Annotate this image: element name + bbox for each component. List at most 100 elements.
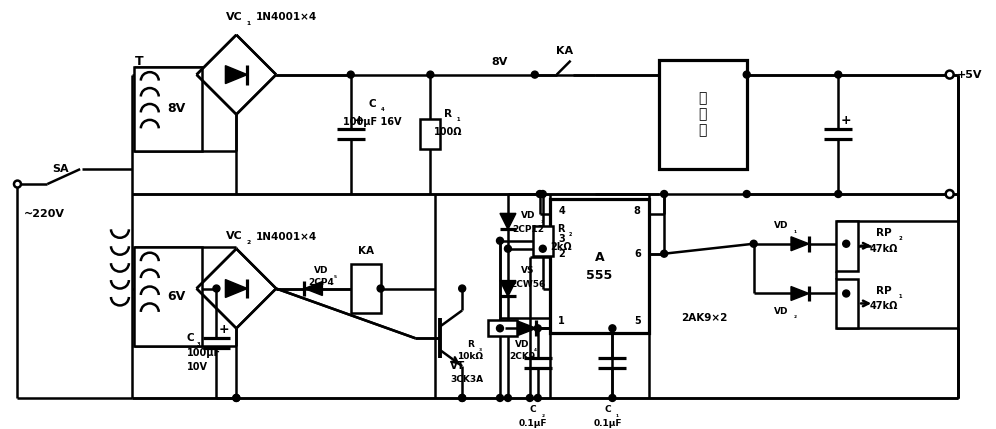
Polygon shape: [225, 66, 247, 84]
Text: SA: SA: [52, 164, 69, 174]
Text: 5: 5: [633, 316, 640, 326]
Bar: [837, 278, 859, 328]
Circle shape: [536, 190, 543, 197]
Text: VT: VT: [450, 361, 465, 371]
Text: VD: VD: [515, 340, 529, 349]
Text: 3CK3A: 3CK3A: [450, 375, 483, 384]
Bar: [837, 221, 859, 271]
Text: ₁: ₁: [616, 412, 619, 418]
Circle shape: [459, 285, 466, 292]
Text: 2CK9: 2CK9: [509, 352, 535, 361]
Text: C: C: [369, 100, 376, 109]
Text: KA: KA: [358, 246, 374, 256]
Circle shape: [534, 395, 541, 402]
Text: 3: 3: [559, 234, 565, 244]
Bar: [488, 320, 517, 336]
Text: R: R: [444, 109, 452, 119]
Text: VS: VS: [521, 266, 535, 275]
Circle shape: [835, 190, 842, 197]
Text: 稳
压
器: 稳 压 器: [699, 91, 707, 138]
Text: T: T: [134, 55, 143, 68]
Circle shape: [213, 285, 220, 292]
Text: ₂: ₂: [794, 313, 797, 319]
Polygon shape: [500, 281, 516, 296]
Circle shape: [743, 71, 750, 78]
Text: 2CP4: 2CP4: [308, 278, 334, 287]
Text: 2AK9×2: 2AK9×2: [680, 313, 727, 323]
Text: +: +: [219, 323, 230, 336]
Circle shape: [526, 395, 533, 402]
Polygon shape: [518, 321, 536, 335]
Polygon shape: [196, 35, 276, 115]
Text: RP: RP: [876, 286, 891, 296]
Text: 2CW56: 2CW56: [510, 280, 546, 289]
Text: 47kΩ: 47kΩ: [870, 302, 898, 311]
Text: 100μF: 100μF: [186, 348, 221, 358]
Circle shape: [534, 325, 541, 332]
Text: ~220V: ~220V: [24, 209, 65, 219]
Text: ₁: ₁: [898, 291, 901, 300]
Circle shape: [459, 395, 466, 402]
Circle shape: [609, 395, 616, 402]
Text: 4: 4: [559, 206, 565, 216]
Text: 10V: 10V: [186, 362, 207, 372]
Text: 8V: 8V: [167, 102, 186, 115]
Circle shape: [843, 240, 850, 247]
Text: 10kΩ: 10kΩ: [457, 352, 483, 361]
Text: 100Ω: 100Ω: [434, 127, 462, 137]
Text: VD: VD: [314, 266, 328, 275]
Text: KA: KA: [556, 46, 574, 56]
Bar: [351, 264, 380, 314]
Bar: [133, 247, 201, 346]
Circle shape: [504, 395, 511, 402]
Text: 8: 8: [633, 206, 640, 216]
Circle shape: [459, 395, 466, 402]
Circle shape: [427, 71, 434, 78]
Circle shape: [743, 190, 750, 197]
Circle shape: [946, 190, 953, 198]
Bar: [533, 227, 553, 256]
Text: ₁: ₁: [794, 228, 797, 234]
Text: C: C: [605, 405, 611, 414]
Text: 0.1μF: 0.1μF: [594, 419, 622, 428]
Text: R: R: [557, 224, 565, 234]
Text: ₄: ₄: [534, 346, 537, 352]
Circle shape: [233, 395, 240, 402]
Text: C: C: [530, 405, 536, 414]
Bar: [133, 66, 201, 151]
Text: ₂: ₂: [898, 233, 901, 242]
Text: R: R: [467, 340, 473, 349]
Text: 555: 555: [587, 269, 613, 282]
Bar: [550, 199, 649, 333]
Circle shape: [377, 285, 384, 292]
Circle shape: [14, 181, 21, 187]
Text: RP: RP: [876, 228, 891, 238]
Text: 1: 1: [559, 316, 565, 326]
Text: VD: VD: [521, 211, 535, 221]
Text: 100μF 16V: 100μF 16V: [344, 118, 402, 127]
Text: VD: VD: [774, 307, 789, 316]
Text: 2kΩ: 2kΩ: [550, 242, 572, 252]
Polygon shape: [500, 213, 516, 230]
Text: 2CP12: 2CP12: [512, 225, 544, 234]
Text: ₁: ₁: [246, 17, 250, 27]
Circle shape: [497, 395, 503, 402]
Text: 6V: 6V: [167, 290, 186, 303]
Text: +: +: [841, 114, 852, 127]
Bar: [420, 119, 440, 149]
Circle shape: [539, 190, 546, 197]
Text: VC: VC: [226, 231, 243, 241]
Text: ₄: ₄: [380, 104, 384, 113]
Text: A: A: [595, 251, 605, 264]
Text: ₂: ₂: [541, 412, 545, 418]
Text: ₁: ₁: [456, 114, 460, 123]
Polygon shape: [305, 281, 323, 296]
Text: 6: 6: [633, 249, 640, 259]
Circle shape: [660, 190, 667, 197]
Text: 1N4001×4: 1N4001×4: [255, 232, 317, 242]
Circle shape: [946, 71, 953, 79]
Polygon shape: [791, 237, 809, 251]
Bar: [659, 60, 747, 169]
Circle shape: [539, 245, 546, 252]
Polygon shape: [791, 287, 809, 300]
